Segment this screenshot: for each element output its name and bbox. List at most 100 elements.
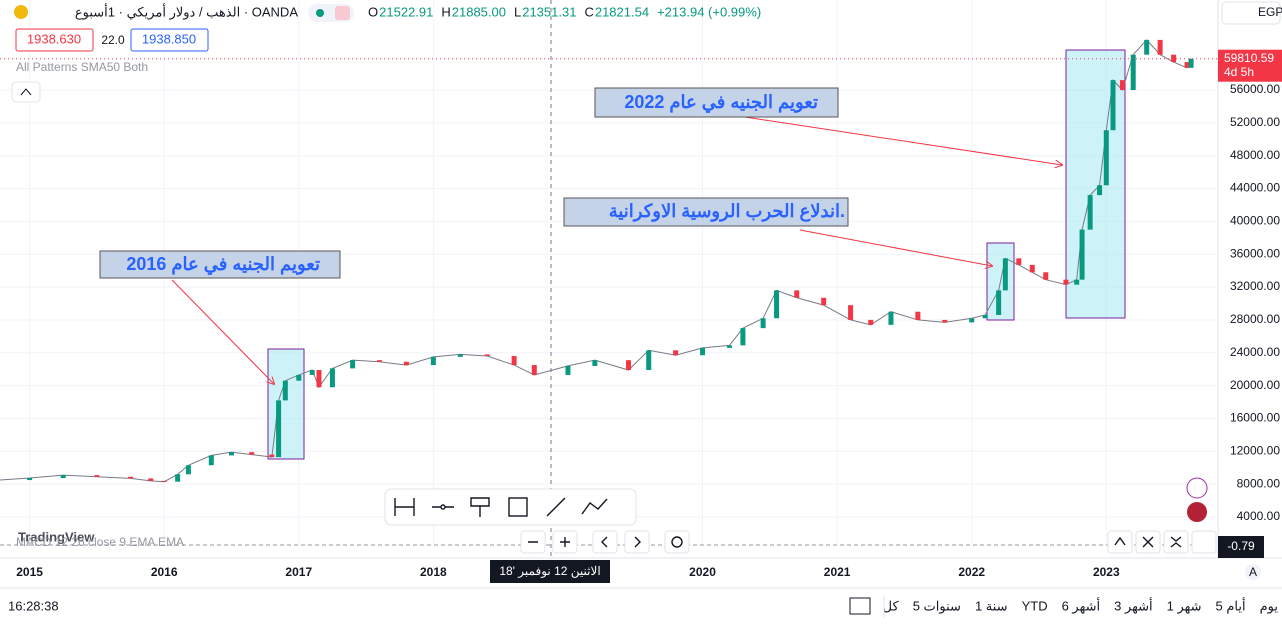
logo: TradingView [18,529,95,544]
crosshair-label-box [490,560,610,583]
candle [377,360,383,362]
range-button[interactable]: 5 سنوات [913,598,961,614]
candle [484,354,490,357]
currency-button[interactable] [1221,1,1281,25]
ask[interactable]: 1938.850 [142,31,196,46]
pane-glyphs [1114,536,1182,548]
x-tick-label: 2017 [285,565,312,579]
y-tick-label: 16000.00 [1230,411,1280,425]
annotation[interactable]: اندلاع الحرب الروسية الاوكرانية. [609,201,845,222]
scroll-left[interactable] [592,530,618,554]
symbol[interactable]: الذهب / دولار أمريكي · 1أسبوع · OANDA [75,3,298,20]
candle [700,347,706,356]
y-tick-label: 52000.00 [1230,115,1280,129]
range-button[interactable]: كل [883,598,900,613]
tool-note[interactable] [470,497,490,517]
candle [282,380,288,401]
range-button[interactable]: 6 أشهر [1062,597,1101,614]
range-button[interactable]: 5 أيام [1216,597,1246,614]
candle [128,476,134,479]
flag-icon[interactable] [1187,502,1207,522]
auto[interactable]: A [1249,565,1257,579]
collapse-button[interactable] [11,81,41,103]
x-tick-label: 2022 [958,565,985,579]
date-range-button[interactable] [849,597,871,615]
candle [996,290,1002,315]
pane-up[interactable] [1107,530,1133,554]
tool-rect[interactable] [508,497,528,517]
tool-path[interactable] [581,498,608,515]
tool-trend[interactable] [546,497,566,517]
currency[interactable]: EGP [1258,5,1282,19]
candle [1097,185,1103,196]
indicator-value: -0.79 [1227,539,1255,553]
auto-button[interactable] [1245,564,1261,580]
range-button[interactable]: YTD [1022,598,1048,613]
x-tick-label: 2016 [151,565,178,579]
x-tick-label: 2015 [16,565,43,579]
candle [565,365,571,375]
candle [626,360,632,371]
y-tick-label: 4000.00 [1237,509,1281,523]
range-button[interactable]: 1 شهر [1167,598,1202,614]
candle [161,480,167,482]
candle [1087,195,1093,230]
annotation[interactable]: تعويم الجنيه في عام 2016 [126,254,320,275]
range-button[interactable]: 3 أشهر [1114,597,1153,614]
scroll-right[interactable] [624,530,650,554]
arrow[interactable] [171,279,274,384]
candle [592,360,598,366]
range-button[interactable]: 1 سنة [975,598,1008,613]
symbol-icon[interactable] [14,5,28,19]
candle [821,297,827,306]
y-tick-label: 56000.00 [1230,82,1280,96]
candle [1130,54,1136,90]
candle [403,361,409,366]
candle [726,345,732,348]
note-box[interactable] [99,250,341,279]
candle [969,318,975,323]
ohlc-key: C [584,4,593,19]
annotation[interactable]: تعويم الجنيه في عام 2022 [624,92,818,113]
tool-range[interactable] [394,498,415,516]
note-box[interactable] [563,197,849,227]
candle [888,311,894,325]
alert-icon[interactable] [1186,477,1208,499]
y-tick-label: 48000.00 [1230,148,1280,162]
candle [673,350,679,356]
bid-box[interactable] [15,28,94,52]
ohlc-value: 21351.31 [522,4,576,19]
tool-dot [440,504,446,510]
indicator[interactable]: MACD 12 26 close 9 EMA EMA [16,535,184,549]
ask-box[interactable] [130,28,209,52]
candle [982,314,988,319]
candle [915,311,921,320]
arrow[interactable] [744,116,1062,165]
y-tick-label: 24000.00 [1230,345,1280,359]
countdown: 4d 5h [1224,65,1254,79]
ohlc-key: L [514,4,521,19]
indicators[interactable]: All Patterns SMA50 Both [16,60,148,74]
ohlc-value: 21522.91 [379,4,433,19]
bid[interactable]: 1938.630 [27,31,81,46]
candle [740,328,746,346]
reset[interactable] [664,530,690,554]
highlight-box[interactable] [1065,49,1126,319]
candle [350,360,356,369]
x-tick-label: 2018 [420,565,447,579]
last-price-label: 59810.59 [1224,51,1274,65]
candle [794,290,800,298]
pane-maximize[interactable] [1191,530,1217,554]
ohlc-value: 21821.54 [595,4,649,19]
note-box[interactable] [594,87,839,118]
candle [1157,39,1163,55]
candle [1119,80,1125,90]
candle [208,455,214,466]
arrow[interactable] [799,229,992,266]
pane-collapse[interactable] [1163,530,1189,554]
y-tick-label: 28000.00 [1230,312,1280,326]
drawing-toolbar [384,488,637,526]
candle [228,452,234,456]
range-button[interactable]: يوم [1260,598,1279,614]
